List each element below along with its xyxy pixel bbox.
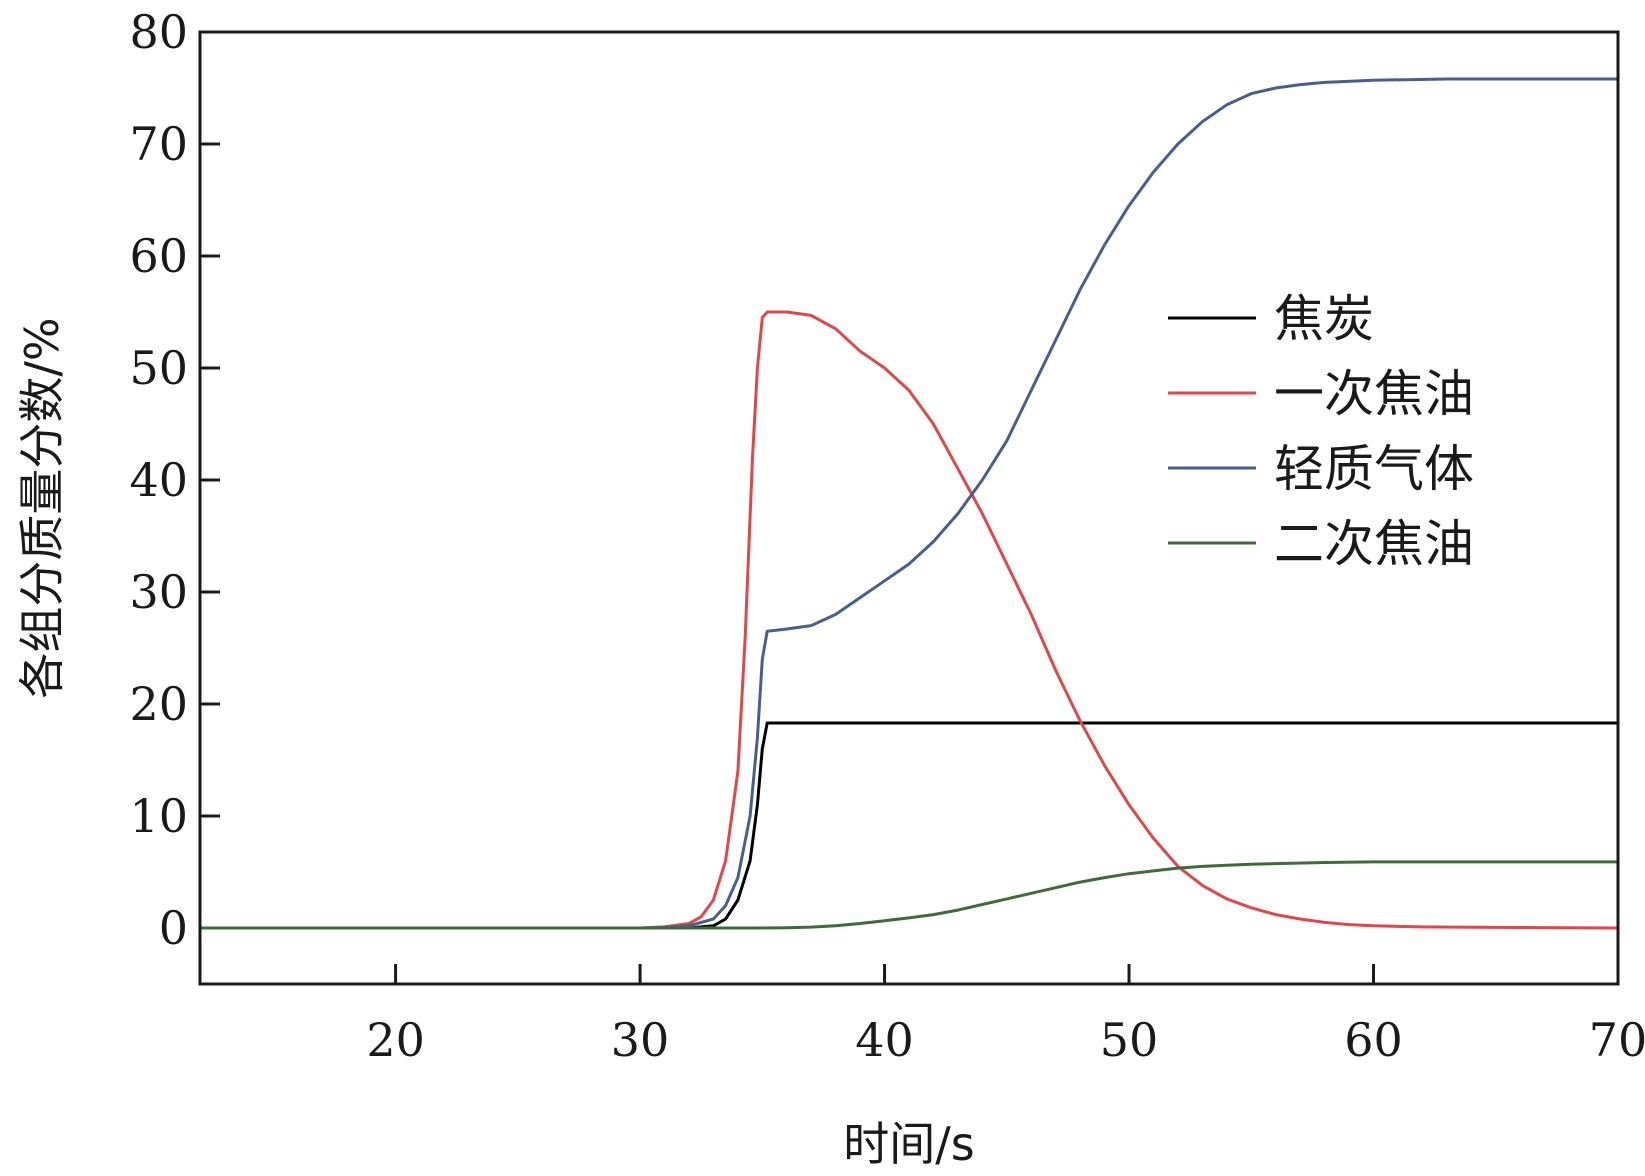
y-tick-label: 60 — [129, 229, 188, 283]
x-tick-label: 40 — [855, 1013, 914, 1067]
y-tick-label: 80 — [129, 5, 188, 59]
y-tick-label: 40 — [129, 453, 188, 507]
series-line-3 — [198, 77, 1620, 930]
x-tick-label: 20 — [366, 1013, 425, 1067]
series-line-4 — [198, 860, 1620, 930]
x-tick-label: 70 — [1589, 1013, 1645, 1067]
series-line-2 — [198, 310, 1620, 930]
y-tick-label: 0 — [159, 901, 188, 955]
y-tick-label: 20 — [129, 677, 188, 731]
x-tick-label: 50 — [1100, 1013, 1159, 1067]
legend-label: 一次焦油 — [1274, 365, 1474, 423]
axis-ticks — [200, 30, 1620, 984]
x-axis-title: 时间/s — [843, 1117, 974, 1171]
plot-frame — [198, 30, 1620, 986]
y-tick-label: 50 — [129, 341, 188, 395]
x-tick-labels: 20 30 40 50 60 70 — [366, 1013, 1645, 1067]
y-tick-label: 70 — [129, 117, 188, 171]
y-axis-title-group: 各组分质量分数/% — [15, 317, 69, 698]
legend-label: 轻质气体 — [1274, 440, 1474, 498]
y-tick-label: 10 — [129, 789, 188, 843]
legend-label: 焦炭 — [1274, 290, 1374, 348]
x-tick-label: 30 — [611, 1013, 670, 1067]
y-tick-labels: 0 10 20 30 40 50 60 70 80 — [129, 5, 188, 955]
series-layer — [198, 77, 1620, 930]
y-axis-title: 各组分质量分数/% — [15, 317, 69, 698]
legend-label: 二次焦油 — [1274, 515, 1474, 573]
y-tick-label: 30 — [129, 565, 188, 619]
x-tick-label: 60 — [1344, 1013, 1403, 1067]
series-line-1 — [198, 721, 1620, 930]
